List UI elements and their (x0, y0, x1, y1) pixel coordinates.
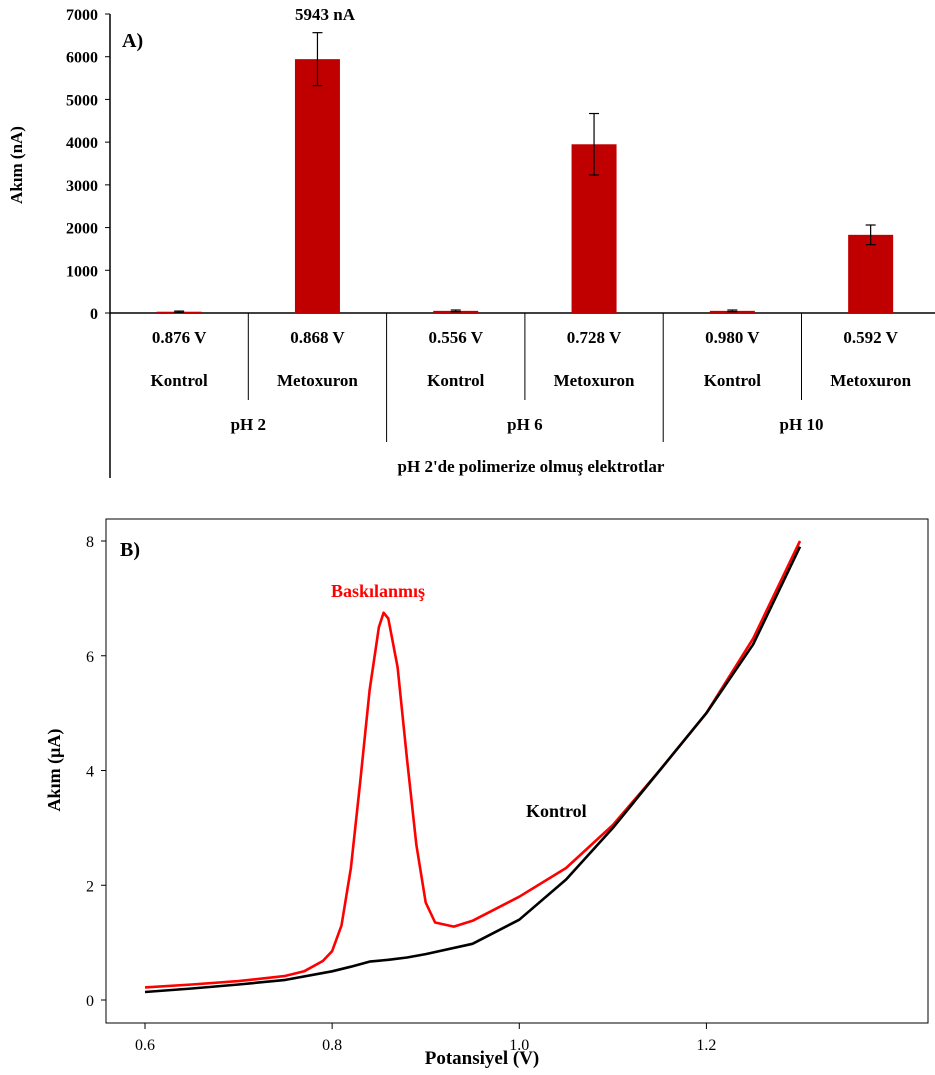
panel-a-potential-label: 0.728 V (567, 328, 622, 347)
bar (294, 59, 340, 313)
panel-b-x-axis-label: Potansiyel (V) (425, 1048, 540, 1069)
panel-a-potential-label: 0.876 V (152, 328, 207, 347)
panel-a-category-label: Metoxuron (277, 371, 358, 390)
panel-a-y-tick-label: 7000 (66, 7, 98, 24)
panel-b-label: B) (120, 539, 140, 561)
panel-a-category-label: Kontrol (427, 371, 485, 390)
panel-a-y-tick-label: 3000 (66, 178, 98, 195)
panel-a-group-title: pH 2'de polimerize olmuş elektrotlar (398, 457, 665, 476)
panel-a-y-tick-label: 5000 (66, 92, 98, 109)
series-line-kontrol (144, 546, 802, 994)
panel-a-y-tick-label: 4000 (66, 135, 98, 152)
panel-a-potential-label: 0.556 V (429, 328, 484, 347)
panel-b-y-tick-label: 2 (86, 878, 94, 895)
series-label-baskilanmis: Baskılanmış (331, 581, 425, 601)
panel-a-group-label: pH 10 (780, 415, 824, 434)
panel-a-potential-label: 0.980 V (705, 328, 760, 347)
panel-b-x-tick-label: 0.6 (135, 1037, 155, 1054)
peak-current-annotation: 5943 nA (295, 5, 356, 24)
panel-b-x-tick-label: 1.0 (509, 1037, 529, 1054)
panel-a-category-label: Metoxuron (554, 371, 635, 390)
panel-a-axes: 0 1000 2000 3000 4000 5000 6000 7000 0.876 V Kont… (66, 7, 935, 478)
panel-b-y-axis-label: Akım (µA) (44, 729, 65, 812)
panel-a-category-label: Kontrol (150, 371, 208, 390)
panel-a-potential-label: 0.868 V (290, 328, 345, 347)
panel-b-y-tick-label: 6 (86, 649, 94, 666)
panel-a-y-tick-label: 0 (90, 306, 98, 323)
bar (848, 234, 894, 313)
panel-b-y-tick-label: 8 (86, 534, 94, 551)
panel-a-group-label: pH 6 (507, 415, 542, 434)
panel-a-y-tick-label: 1000 (66, 263, 98, 280)
panel-b-line-chart: B) Akım (µA) Potansiyel (V) 0.6 0.8 1.0 1.2… (44, 518, 929, 1069)
panel-b-x-tick-label: 1.2 (696, 1037, 716, 1054)
panel-b-x-tick-label: 0.8 (322, 1037, 342, 1054)
panel-a-category-label: Kontrol (704, 371, 762, 390)
panel-b-y-tick-label: 0 (86, 993, 94, 1010)
series-label-kontrol: Kontrol (526, 801, 587, 821)
panel-a-bars (156, 32, 894, 313)
panel-b-y-tick-label: 4 (86, 764, 94, 781)
panel-b-axes: 0.6 0.8 1.0 1.2 0 2 4 6 8 (86, 534, 716, 1054)
panel-a-label: A) (122, 30, 143, 52)
panel-a-potential-label: 0.592 V (843, 328, 898, 347)
panel-a-y-tick-label: 6000 (66, 50, 98, 67)
series-line-baskilanmis (144, 540, 802, 989)
panel-a-bar-chart: A) Akım (nA) pH 2'de polimerize olmuş el… (7, 5, 935, 478)
panel-b-plot-frame (105, 518, 929, 1024)
panel-a-group-label: pH 2 (231, 415, 266, 434)
panel-a-y-axis-label: Akım (nA) (7, 126, 26, 204)
panel-b-series (144, 540, 802, 994)
panel-a-category-label: Metoxuron (830, 371, 911, 390)
panel-a-y-tick-label: 2000 (66, 221, 98, 238)
